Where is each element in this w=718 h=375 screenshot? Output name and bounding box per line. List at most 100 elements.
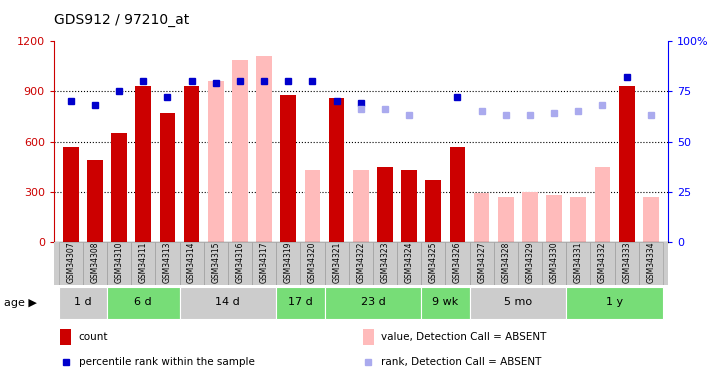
Text: 1 y: 1 y xyxy=(606,297,623,307)
Text: GSM34307: GSM34307 xyxy=(66,242,75,284)
Text: age ▶: age ▶ xyxy=(4,298,37,308)
Bar xyxy=(329,98,345,242)
Bar xyxy=(494,242,518,285)
Bar xyxy=(281,95,296,242)
Text: GSM34323: GSM34323 xyxy=(381,242,389,284)
Bar xyxy=(571,197,586,242)
Bar xyxy=(470,242,494,285)
Bar xyxy=(643,197,658,242)
Bar xyxy=(373,242,397,285)
Text: GSM34330: GSM34330 xyxy=(550,242,559,284)
Bar xyxy=(59,287,107,319)
Text: 5 mo: 5 mo xyxy=(504,297,532,307)
Bar xyxy=(615,242,639,285)
Text: count: count xyxy=(78,332,108,342)
Text: GSM34328: GSM34328 xyxy=(501,242,510,283)
Bar xyxy=(325,287,421,319)
Bar xyxy=(498,197,513,242)
Text: 6 d: 6 d xyxy=(134,297,152,307)
Bar xyxy=(426,180,441,242)
Text: percentile rank within the sample: percentile rank within the sample xyxy=(78,357,254,368)
Text: rank, Detection Call = ABSENT: rank, Detection Call = ABSENT xyxy=(381,357,541,368)
Bar xyxy=(546,195,562,242)
Text: GSM34326: GSM34326 xyxy=(453,242,462,284)
Bar xyxy=(107,287,180,319)
Text: GSM34314: GSM34314 xyxy=(187,242,196,284)
Bar xyxy=(300,242,325,285)
Text: GSM34319: GSM34319 xyxy=(284,242,293,284)
Bar xyxy=(542,242,567,285)
Bar xyxy=(59,242,83,285)
Text: GSM34332: GSM34332 xyxy=(598,242,607,284)
Bar xyxy=(349,242,373,285)
Bar xyxy=(567,242,590,285)
Bar xyxy=(567,287,663,319)
Bar xyxy=(449,147,465,242)
Bar xyxy=(325,242,349,285)
Text: GDS912 / 97210_at: GDS912 / 97210_at xyxy=(54,13,189,27)
Bar xyxy=(111,133,127,242)
Bar xyxy=(619,86,635,242)
Text: GSM34333: GSM34333 xyxy=(623,242,631,284)
Text: GSM34322: GSM34322 xyxy=(356,242,365,283)
Bar xyxy=(184,86,200,242)
Bar xyxy=(204,242,228,285)
Text: 9 wk: 9 wk xyxy=(432,297,459,307)
Bar xyxy=(474,194,490,242)
Bar xyxy=(421,287,470,319)
Bar xyxy=(83,242,107,285)
Text: 1 d: 1 d xyxy=(74,297,92,307)
Bar xyxy=(518,242,542,285)
Bar xyxy=(397,242,421,285)
Text: GSM34321: GSM34321 xyxy=(332,242,341,283)
Bar xyxy=(445,242,470,285)
Text: GSM34310: GSM34310 xyxy=(115,242,123,284)
Bar xyxy=(377,166,393,242)
Bar xyxy=(155,242,180,285)
Text: GSM34331: GSM34331 xyxy=(574,242,583,284)
Text: 17 d: 17 d xyxy=(288,297,313,307)
Text: GSM34329: GSM34329 xyxy=(526,242,534,284)
Bar xyxy=(63,147,79,242)
Text: GSM34334: GSM34334 xyxy=(646,242,656,284)
Bar xyxy=(522,192,538,242)
Bar xyxy=(639,242,663,285)
Bar xyxy=(421,242,445,285)
Text: GSM34320: GSM34320 xyxy=(308,242,317,284)
Text: GSM34317: GSM34317 xyxy=(260,242,269,284)
Bar xyxy=(276,287,325,319)
Bar xyxy=(107,242,131,285)
Text: GSM34325: GSM34325 xyxy=(429,242,438,284)
Bar xyxy=(159,113,175,242)
Bar xyxy=(87,160,103,242)
Text: value, Detection Call = ABSENT: value, Detection Call = ABSENT xyxy=(381,332,546,342)
Text: GSM34313: GSM34313 xyxy=(163,242,172,284)
Bar xyxy=(470,287,567,319)
Bar xyxy=(304,170,320,242)
Bar xyxy=(401,170,417,242)
Bar xyxy=(353,170,368,242)
Bar xyxy=(180,242,204,285)
Text: GSM34316: GSM34316 xyxy=(236,242,244,284)
Bar xyxy=(180,287,276,319)
Bar xyxy=(256,56,272,242)
Bar xyxy=(252,242,276,285)
Bar xyxy=(595,166,610,242)
Text: GSM34327: GSM34327 xyxy=(477,242,486,284)
Bar xyxy=(276,242,300,285)
Bar xyxy=(60,330,71,345)
Bar xyxy=(136,86,151,242)
Bar xyxy=(228,242,252,285)
Text: 23 d: 23 d xyxy=(360,297,386,307)
Text: GSM34324: GSM34324 xyxy=(405,242,414,284)
Bar xyxy=(426,227,441,242)
Bar xyxy=(363,330,373,345)
Bar xyxy=(131,242,155,285)
Text: GSM34308: GSM34308 xyxy=(90,242,99,284)
Bar xyxy=(590,242,615,285)
Bar xyxy=(208,81,223,242)
Text: GSM34311: GSM34311 xyxy=(139,242,148,283)
Text: GSM34315: GSM34315 xyxy=(211,242,220,284)
Text: 14 d: 14 d xyxy=(215,297,241,307)
Bar xyxy=(232,60,248,242)
